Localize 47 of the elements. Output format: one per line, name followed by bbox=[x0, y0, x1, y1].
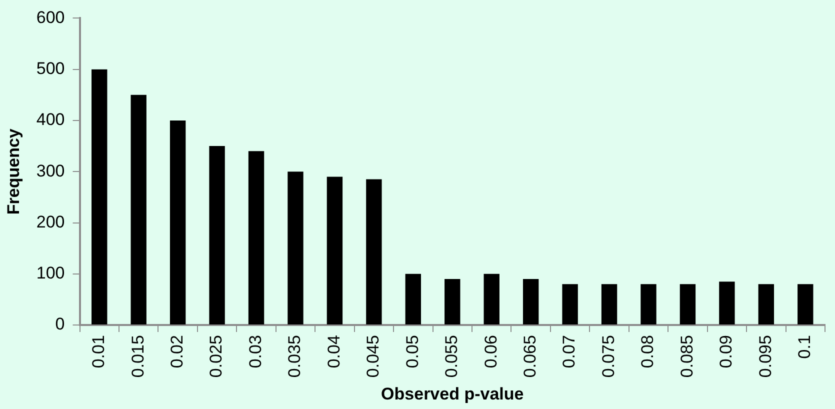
x-tick-label: 0.055 bbox=[442, 335, 462, 378]
x-tick-label: 0.09 bbox=[716, 335, 736, 368]
bar bbox=[248, 151, 264, 325]
x-tick-label: 0.03 bbox=[246, 335, 265, 368]
y-tick-label: 300 bbox=[36, 161, 65, 180]
x-tick-label: 0.04 bbox=[324, 335, 344, 368]
bar bbox=[680, 284, 696, 325]
x-tick-label: 0.1 bbox=[795, 335, 814, 359]
x-tick-label: 0.085 bbox=[677, 335, 696, 378]
x-tick-label: 0.05 bbox=[402, 335, 422, 368]
x-tick-label: 0.07 bbox=[560, 335, 579, 368]
bar bbox=[92, 69, 108, 325]
x-tick-label: 0.075 bbox=[598, 335, 618, 378]
bar bbox=[798, 284, 814, 325]
x-tick-label: 0.02 bbox=[168, 335, 187, 368]
x-tick-label: 0.035 bbox=[285, 335, 304, 378]
x-axis-title: Observed p-value bbox=[381, 384, 524, 404]
bar bbox=[601, 284, 618, 325]
y-tick-label: 400 bbox=[36, 110, 65, 130]
y-tick-label: 0 bbox=[55, 314, 65, 334]
x-tick-label: 0.065 bbox=[520, 335, 540, 378]
bar bbox=[288, 172, 304, 325]
x-tick-label: 0.025 bbox=[206, 335, 226, 378]
y-axis-title: Frequency bbox=[4, 128, 23, 215]
bar bbox=[366, 179, 382, 325]
bar bbox=[719, 282, 735, 325]
bar bbox=[758, 284, 774, 325]
bar bbox=[170, 120, 186, 325]
bar bbox=[444, 279, 460, 325]
bar bbox=[640, 284, 656, 325]
y-tick-label: 100 bbox=[36, 264, 65, 283]
bar bbox=[130, 94, 146, 325]
y-tick-label: 600 bbox=[36, 8, 65, 27]
bar bbox=[405, 274, 422, 325]
y-tick-label: 500 bbox=[36, 59, 65, 78]
x-tick-label: 0.045 bbox=[364, 335, 383, 378]
x-tick-label: 0.06 bbox=[481, 335, 500, 368]
bar bbox=[562, 284, 578, 325]
x-tick-label: 0.095 bbox=[756, 335, 775, 378]
bar bbox=[326, 176, 343, 325]
bar bbox=[522, 279, 539, 325]
bar bbox=[484, 274, 500, 325]
x-tick-label: 0.01 bbox=[89, 335, 108, 368]
x-tick-label: 0.015 bbox=[128, 335, 148, 378]
bar bbox=[209, 146, 225, 325]
x-tick-label: 0.08 bbox=[638, 335, 658, 368]
y-tick-label: 200 bbox=[36, 212, 65, 232]
